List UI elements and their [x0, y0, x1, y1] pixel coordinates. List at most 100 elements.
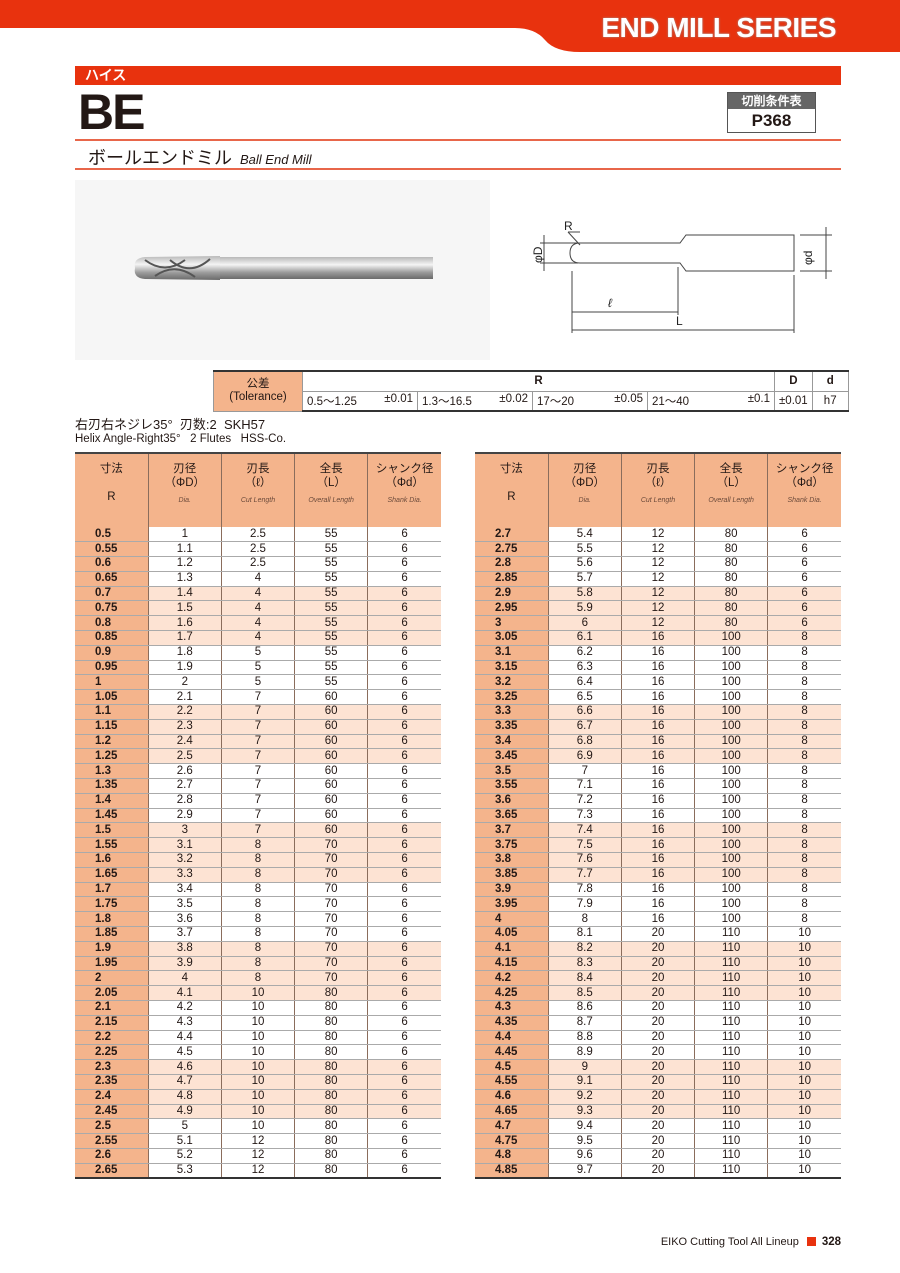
table-row: 4.2 8.4 20 110 10	[475, 970, 841, 987]
cell-overall-length: 100	[694, 822, 769, 839]
cell-cut-length: 16	[621, 896, 696, 913]
cell-overall-length: 60	[294, 719, 369, 735]
cell-dia: 5.5	[548, 541, 622, 558]
cell-cut-length: 12	[621, 600, 696, 617]
cell-dia: 2.4	[148, 734, 222, 750]
cell-r: 3	[475, 615, 549, 632]
column-header: 刃長 （ℓ） Cut Length	[621, 452, 696, 527]
table-row: 1.75 3.5 8 70 6	[75, 896, 441, 913]
cell-r: 2.3	[75, 1059, 149, 1075]
cell-overall-length: 70	[294, 837, 369, 854]
cell-r: 3.3	[475, 704, 549, 720]
cell-r: 4.15	[475, 956, 549, 972]
cell-overall-length: 100	[694, 867, 769, 883]
cell-shank-dia: 10	[767, 1059, 841, 1075]
cutting-conditions-page[interactable]: P368	[751, 111, 792, 130]
cell-shank-dia: 10	[767, 970, 841, 987]
table-row: 2.4 4.8 10 80 6	[75, 1089, 441, 1105]
cell-cut-length: 20	[621, 970, 696, 987]
table-row: 1.3 2.6 7 60 6	[75, 763, 441, 780]
size-table-left: 寸法 R 刃径 （ΦD） Dia. 刃長 （ℓ） Cut Length 全長 （L） Overall…	[75, 452, 441, 1180]
cell-overall-length: 100	[694, 674, 769, 691]
cell-shank-dia: 6	[767, 541, 841, 558]
cell-r: 3.5	[475, 763, 549, 780]
cell-dia: 9.4	[548, 1118, 622, 1135]
cell-r: 2.7	[475, 527, 549, 543]
cell-overall-length: 80	[694, 571, 769, 587]
cell-cut-length: 16	[621, 793, 696, 809]
cell-cut-length: 16	[621, 822, 696, 839]
cell-overall-length: 80	[294, 1015, 369, 1031]
cell-shank-dia: 8	[767, 689, 841, 706]
cell-dia: 4.4	[148, 1030, 222, 1046]
cell-r: 4.4	[475, 1030, 549, 1046]
table-row: 2.8 5.6 12 80 6	[475, 556, 841, 572]
cell-overall-length: 100	[694, 719, 769, 735]
cell-shank-dia: 6	[367, 837, 441, 854]
cell-shank-dia: 8	[767, 896, 841, 913]
cell-overall-length: 100	[694, 689, 769, 706]
cell-overall-length: 80	[294, 1148, 369, 1164]
cell-dia: 1.9	[148, 660, 222, 676]
tol-header-r: R	[302, 370, 775, 392]
cell-cut-length: 10	[221, 1118, 296, 1135]
column-header: 寸法 R	[475, 452, 549, 527]
cell-r: 1.75	[75, 896, 149, 913]
cell-cut-length: 20	[621, 1030, 696, 1046]
cell-cut-length: 8	[221, 926, 296, 942]
cell-overall-length: 60	[294, 793, 369, 809]
cell-dia: 9.3	[548, 1104, 622, 1120]
cell-shank-dia: 10	[767, 1015, 841, 1031]
cell-dia: 8.5	[548, 985, 622, 1001]
table-row: 3.15 6.3 16 100 8	[475, 660, 841, 676]
cell-dia: 6.4	[548, 674, 622, 691]
table-row: 2.95 5.9 12 80 6	[475, 600, 841, 617]
table-row: 3.9 7.8 16 100 8	[475, 882, 841, 898]
table-row: 4.35 8.7 20 110 10	[475, 1015, 841, 1031]
cell-shank-dia: 6	[367, 748, 441, 765]
cell-shank-dia: 6	[367, 970, 441, 987]
cell-shank-dia: 8	[767, 852, 841, 868]
cell-cut-length: 20	[621, 1059, 696, 1075]
cell-overall-length: 80	[294, 1000, 369, 1016]
cell-overall-length: 100	[694, 882, 769, 898]
cell-shank-dia: 10	[767, 1148, 841, 1164]
table-row: 4.55 9.1 20 110 10	[475, 1074, 841, 1090]
cell-shank-dia: 8	[767, 822, 841, 839]
cell-overall-length: 60	[294, 734, 369, 750]
cell-dia: 4.3	[148, 1015, 222, 1031]
cell-cut-length: 10	[221, 1015, 296, 1031]
cell-shank-dia: 6	[367, 630, 441, 646]
cell-cut-length: 4	[221, 615, 296, 632]
cell-shank-dia: 6	[367, 645, 441, 661]
cell-dia: 1.7	[148, 630, 222, 646]
cell-r: 4.55	[475, 1074, 549, 1090]
cutting-conditions-ref[interactable]: 切削条件表 P368	[727, 92, 816, 133]
cell-overall-length: 100	[694, 630, 769, 646]
cell-r: 1.85	[75, 926, 149, 942]
cell-cut-length: 16	[621, 852, 696, 868]
cell-overall-length: 55	[294, 645, 369, 661]
cell-r: 2.55	[75, 1133, 149, 1149]
cell-dia: 6.9	[548, 748, 622, 765]
cell-dia: 7.7	[548, 867, 622, 883]
spec-jp: 右刃右ネジレ35° 刃数:2 SKH57	[75, 417, 266, 432]
cell-overall-length: 55	[294, 600, 369, 617]
cell-shank-dia: 6	[367, 719, 441, 735]
cell-r: 3.15	[475, 660, 549, 676]
cell-overall-length: 60	[294, 778, 369, 794]
cell-shank-dia: 8	[767, 911, 841, 928]
table-row: 2.1 4.2 10 80 6	[75, 1000, 441, 1016]
cell-shank-dia: 10	[767, 1118, 841, 1135]
cell-r: 3.65	[475, 808, 549, 824]
cell-cut-length: 7	[221, 808, 296, 824]
cell-overall-length: 70	[294, 956, 369, 972]
cell-shank-dia: 8	[767, 645, 841, 661]
cell-shank-dia: 6	[767, 586, 841, 602]
category-bar: ハイス	[75, 66, 841, 85]
cell-shank-dia: 10	[767, 1030, 841, 1046]
table-row: 4.3 8.6 20 110 10	[475, 1000, 841, 1016]
cell-cut-length: 12	[221, 1148, 296, 1164]
cell-dia: 7.8	[548, 882, 622, 898]
cell-dia: 8.9	[548, 1044, 622, 1061]
